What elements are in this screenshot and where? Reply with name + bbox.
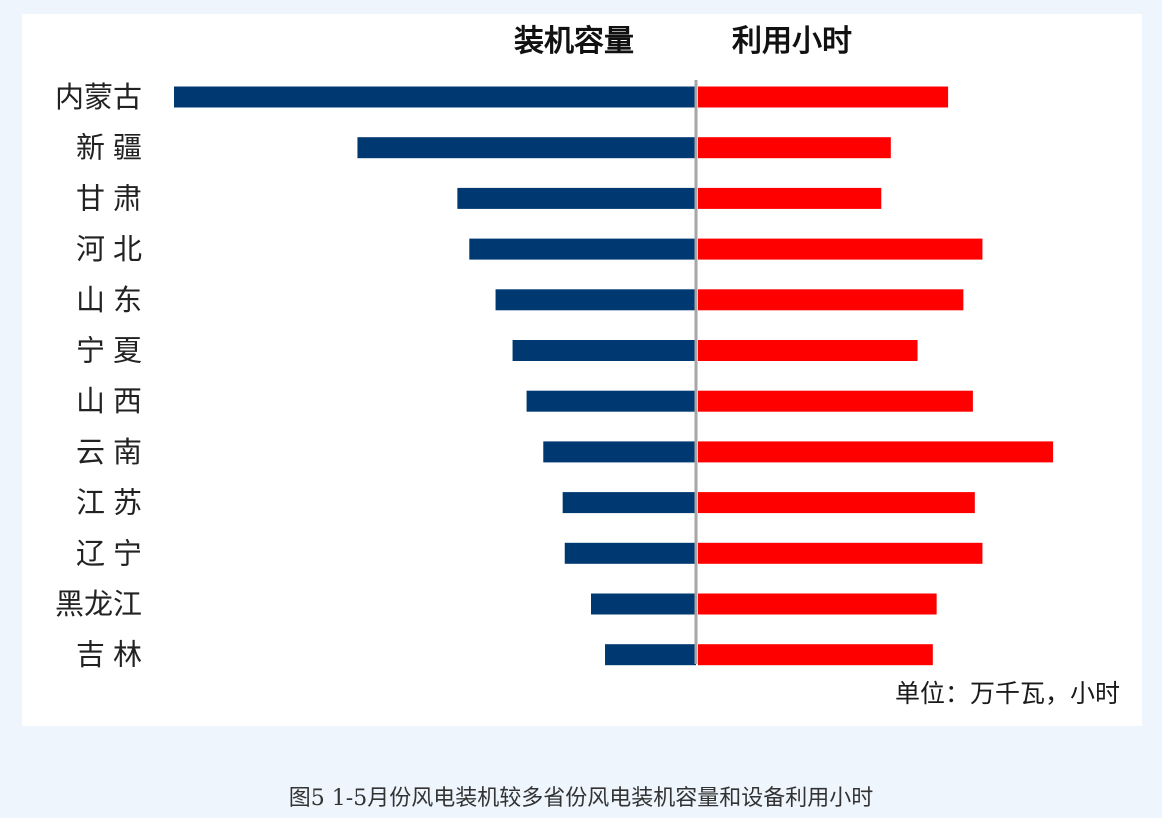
category-label: 内蒙古 xyxy=(55,81,142,114)
bar-hours xyxy=(698,593,937,615)
bar-capacity xyxy=(357,137,696,159)
category-label: 山 东 xyxy=(76,284,142,317)
bar-hours xyxy=(698,492,975,514)
bar-capacity xyxy=(495,289,696,311)
bar-capacity xyxy=(526,390,696,412)
bar-capacity xyxy=(562,492,696,514)
bar-capacity xyxy=(457,187,696,209)
category-label: 河 北 xyxy=(76,234,142,266)
category-label: 黑龙江 xyxy=(55,588,142,621)
bar-hours xyxy=(698,340,918,361)
bar-hours xyxy=(698,137,891,159)
category-label: 山 西 xyxy=(76,386,142,418)
category-label: 甘 肃 xyxy=(76,182,142,215)
bar-hours xyxy=(698,289,964,311)
bar-hours xyxy=(698,542,983,564)
chart-panel: 装机容量 利用小时 内蒙古新 疆甘 肃河 北山 东宁 夏山 西云 南江 苏辽 宁黑… xyxy=(22,14,1142,726)
category-label: 江 苏 xyxy=(76,487,142,520)
bar-capacity xyxy=(469,238,696,260)
bar-capacity xyxy=(543,441,696,463)
bar-capacity xyxy=(512,340,696,361)
bar-capacity xyxy=(605,644,696,666)
series-header-hours: 利用小时 xyxy=(732,25,852,58)
category-label: 辽 宁 xyxy=(76,537,142,570)
bar-capacity xyxy=(564,542,696,564)
bar-hours xyxy=(698,238,983,260)
category-label: 吉 林 xyxy=(76,639,142,672)
bar-hours xyxy=(698,390,973,412)
bar-hours xyxy=(698,644,933,666)
bar-capacity xyxy=(174,86,696,108)
bar-hours xyxy=(698,441,1054,463)
bar-capacity xyxy=(591,593,696,615)
bar-hours xyxy=(698,187,882,209)
category-label: 新 疆 xyxy=(76,132,142,165)
category-label: 云 南 xyxy=(76,436,142,469)
bar-hours xyxy=(698,86,949,108)
category-label: 宁 夏 xyxy=(76,335,142,368)
figure-caption: 图5 1-5月份风电装机较多省份风电装机容量和设备利用小时 xyxy=(288,786,874,811)
unit-note: 单位：万千瓦，小时 xyxy=(895,680,1120,708)
series-header-capacity: 装机容量 xyxy=(514,25,634,58)
